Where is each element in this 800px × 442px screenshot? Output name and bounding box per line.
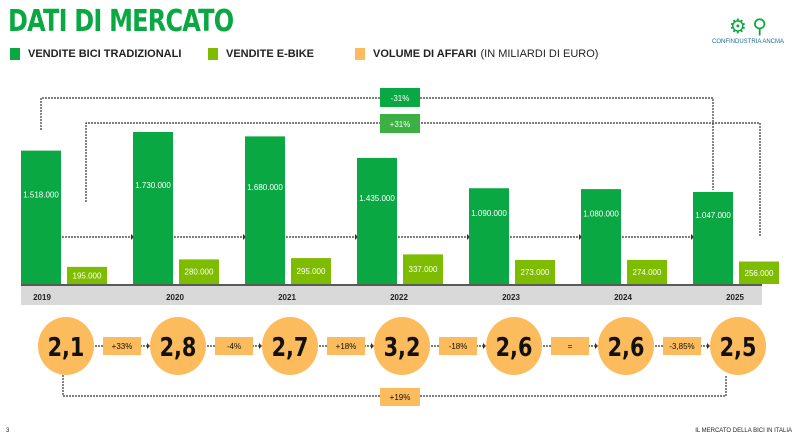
bar-ebike xyxy=(291,258,331,284)
year-label: 2023 xyxy=(502,293,520,302)
volume-circle xyxy=(710,317,766,375)
bar-ebike xyxy=(739,261,779,284)
legend-traditional: VENDITE BICI TRADIZIONALI xyxy=(10,48,181,60)
bar-traditional xyxy=(693,192,733,284)
bar-label-ebike: 256.000 xyxy=(745,269,774,278)
page-number: 3 xyxy=(6,428,10,434)
arrow-head xyxy=(243,234,246,240)
legend-swatch xyxy=(355,48,365,60)
arrow-head xyxy=(707,343,710,349)
arrow-head xyxy=(691,234,694,240)
comparison-badge xyxy=(380,114,420,133)
arrow-head xyxy=(579,234,582,240)
logo-text: CONFINDUSTRIA ANCMA xyxy=(711,39,784,45)
volume-value: 2,6 xyxy=(608,332,645,363)
change-label: +33% xyxy=(112,342,133,351)
bar-label-ebike: 295.000 xyxy=(297,267,326,276)
bar-label-ebike: 337.000 xyxy=(409,265,438,274)
bar-label-traditional: 1.435.000 xyxy=(359,194,395,203)
bar-ebike xyxy=(627,259,667,284)
bar-ebike xyxy=(67,266,107,284)
change-badge xyxy=(551,337,589,355)
bar-traditional xyxy=(133,132,173,284)
change-badge xyxy=(439,337,477,355)
year-label: 2024 xyxy=(614,293,632,302)
logo: ⚙ ⚲ CONFINDUSTRIA ANCMA xyxy=(712,14,784,45)
bar-label-traditional: 1.518.000 xyxy=(23,190,59,199)
overall-label: +19% xyxy=(390,393,411,402)
bar-label-traditional: 1.680.000 xyxy=(247,183,283,192)
comparison-label: -31% xyxy=(391,94,410,103)
footer-text: IL MERCATO DELLA BICI IN ITALIA xyxy=(695,428,792,434)
bar-label-ebike: 274.000 xyxy=(633,268,662,277)
overall-badge xyxy=(380,388,420,406)
comparison-label: +31% xyxy=(390,120,411,129)
arrow-head xyxy=(147,343,150,349)
comparison-line-ebike xyxy=(85,122,761,236)
comparison-line-traditional xyxy=(40,97,714,190)
volume-circle xyxy=(150,317,206,375)
change-label: = xyxy=(568,342,573,351)
arrow-head xyxy=(259,343,262,349)
page-title: DATI DI MERCATO xyxy=(8,4,234,39)
year-label: 2019 xyxy=(33,293,51,302)
year-label: 2022 xyxy=(390,293,408,302)
bar-label-traditional: 1.730.000 xyxy=(135,181,171,190)
arrow-head xyxy=(595,343,598,349)
bar-label-traditional: 1.090.000 xyxy=(471,209,507,218)
bar-label-traditional: 1.047.000 xyxy=(695,211,731,220)
arrow-head xyxy=(355,234,358,240)
bar-traditional xyxy=(581,189,621,284)
year-label: 2021 xyxy=(278,293,296,302)
legend-label: VENDITE E-BIKE xyxy=(226,48,315,60)
change-badge xyxy=(327,337,365,355)
volume-circle xyxy=(38,317,94,375)
bar-label-traditional: 1.080.000 xyxy=(583,210,619,219)
volume-circle xyxy=(374,317,430,375)
volume-value: 2,1 xyxy=(48,332,85,363)
bar-traditional xyxy=(245,136,285,284)
bar-traditional xyxy=(357,157,397,284)
arrow-head xyxy=(467,234,470,240)
year-band xyxy=(21,286,762,305)
legend-swatch xyxy=(208,48,218,60)
legend-swatch xyxy=(10,48,20,60)
change-badge xyxy=(215,337,253,355)
arrow-head xyxy=(371,343,374,349)
change-label: +18% xyxy=(336,342,357,351)
comparison-badge xyxy=(380,88,420,107)
bar-label-ebike: 273.000 xyxy=(521,268,550,277)
change-label: -3,85% xyxy=(669,342,694,351)
bar-ebike xyxy=(403,254,443,284)
arrow-head xyxy=(131,234,134,240)
volume-value: 2,6 xyxy=(496,332,533,363)
change-badge xyxy=(663,337,701,355)
bar-ebike xyxy=(179,259,219,284)
bar-label-ebike: 280.000 xyxy=(185,268,214,277)
bar-traditional xyxy=(21,150,61,284)
legend-label: VOLUME DI AFFARI xyxy=(373,48,477,60)
legend-sublabel: (IN MILIARDI DI EURO) xyxy=(480,48,599,60)
legend-volume: VOLUME DI AFFARI (IN MILIARDI DI EURO) xyxy=(355,48,598,60)
legend-label: VENDITE BICI TRADIZIONALI xyxy=(28,48,182,60)
volume-circle xyxy=(598,317,654,375)
change-label: -4% xyxy=(227,342,241,351)
year-label: 2025 xyxy=(726,293,744,302)
bar-traditional xyxy=(469,188,509,284)
arrow-head xyxy=(483,343,486,349)
volume-value: 3,2 xyxy=(384,332,421,363)
bar-ebike xyxy=(515,260,555,284)
change-label: -18% xyxy=(449,342,468,351)
bicycle-logo-icon: ⚙ ⚲ xyxy=(728,16,768,38)
change-badge xyxy=(103,337,141,355)
bar-label-ebike: 195.000 xyxy=(73,271,102,280)
volume-value: 2,5 xyxy=(720,332,757,363)
volume-value: 2,8 xyxy=(160,332,197,363)
year-label: 2020 xyxy=(166,293,184,302)
volume-circle xyxy=(262,317,318,375)
volume-circle xyxy=(486,317,542,375)
legend-ebike: VENDITE E-BIKE xyxy=(208,48,314,60)
volume-value: 2,7 xyxy=(272,332,309,363)
